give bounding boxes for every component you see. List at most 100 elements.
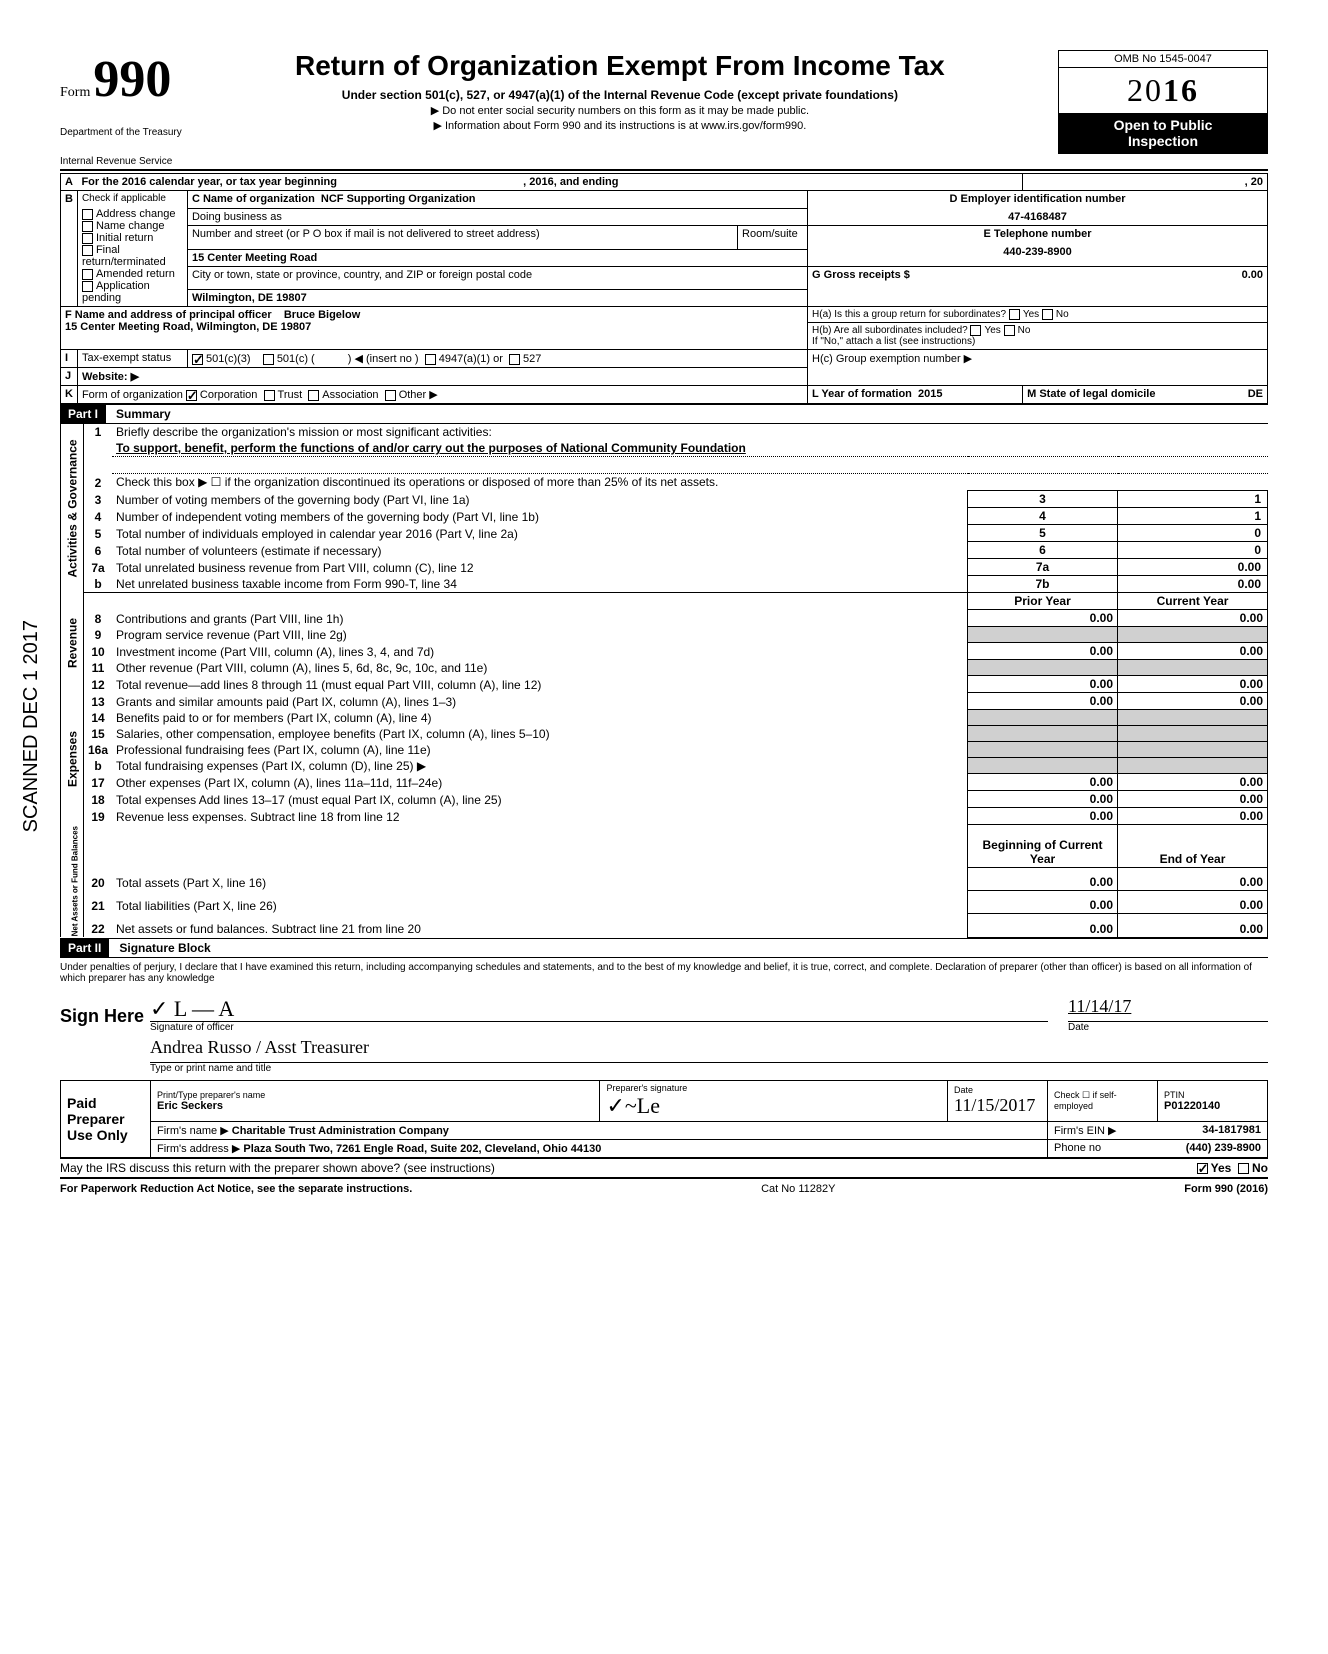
cb-amended[interactable]: Amended return [82, 268, 183, 280]
prior-year-hdr: Prior Year [968, 593, 1118, 610]
line17-py: 0.00 [968, 774, 1118, 791]
cb-501c[interactable] [263, 354, 274, 365]
line12-cy: 0.00 [1118, 676, 1268, 693]
line18-text: Total expenses Add lines 13–17 (must equ… [112, 791, 967, 808]
dept-treasury: Department of the Treasury [60, 127, 182, 138]
hb-no[interactable] [1004, 325, 1015, 336]
cb-assoc[interactable] [308, 390, 319, 401]
line18-num: 18 [84, 791, 113, 808]
ein-value: 47-4168487 [812, 211, 1263, 223]
cb-corp[interactable] [186, 390, 197, 401]
line9-text: Program service revenue (Part VIII, line… [112, 627, 967, 643]
part1-header: Part I Summary [60, 404, 1268, 424]
line3-val: 1 [1118, 491, 1268, 508]
mission-text: To support, benefit, perform the functio… [112, 440, 1267, 457]
org-name: NCF Supporting Organization [321, 193, 476, 205]
year-formation: 2015 [918, 388, 942, 400]
line10-py: 0.00 [968, 643, 1118, 660]
line7b-box: 7b [968, 576, 1118, 593]
hb-no-lbl: No [1018, 325, 1031, 336]
sig-caption: Signature of officer [150, 1022, 1048, 1033]
cb-4947[interactable] [425, 354, 436, 365]
dept-irs: Internal Revenue Service [60, 156, 182, 167]
line12-num: 12 [84, 676, 113, 693]
lbl-address-change: Address change [96, 208, 176, 220]
501c-lbl: 501(c) ( [277, 353, 315, 365]
cb-other[interactable] [385, 390, 396, 401]
line13-text: Grants and similar amounts paid (Part IX… [112, 693, 967, 710]
g-label: G Gross receipts $ [812, 269, 910, 281]
e-label: E Telephone number [812, 228, 1263, 240]
line19-cy: 0.00 [1118, 808, 1268, 825]
k-label: Form of organization [82, 389, 183, 401]
line7b-val: 0.00 [1118, 576, 1268, 593]
line20-cy: 0.00 [1118, 867, 1268, 890]
line4-box: 4 [968, 508, 1118, 525]
self-employed-check[interactable]: Check ☐ if self-employed [1048, 1080, 1158, 1121]
line5-val: 0 [1118, 525, 1268, 542]
cb-final-return[interactable]: Final return/terminated [82, 244, 183, 268]
firm-name-lbl: Firm's name ▶ [157, 1125, 229, 1137]
line7b-text: Net unrelated business taxable income fr… [112, 576, 967, 593]
line5-num: 5 [84, 525, 113, 542]
line11-text: Other revenue (Part VIII, column (A), li… [112, 660, 967, 676]
line16a-num: 16a [84, 742, 113, 758]
part2-label: Part II [60, 939, 109, 957]
rowA-left: For the 2016 calendar year, or tax year … [81, 176, 337, 188]
line4-val: 1 [1118, 508, 1268, 525]
line9-num: 9 [84, 627, 113, 643]
trust-lbl: Trust [278, 389, 303, 401]
rowA-right: , 20 [1245, 176, 1263, 188]
line8-num: 8 [84, 610, 113, 627]
info-link: ▶ Information about Form 990 and its ins… [202, 119, 1038, 132]
line19-py: 0.00 [968, 808, 1118, 825]
line4-num: 4 [84, 508, 113, 525]
cb-501c3[interactable] [192, 354, 203, 365]
sidebar-net-assets: Net Assets or Fund Balances [61, 825, 84, 937]
officer-signature: ✓ L — A [150, 996, 234, 1021]
perjury-text: Under penalties of perjury, I declare th… [60, 958, 1268, 988]
line22-cy: 0.00 [1118, 914, 1268, 937]
line3-text: Number of voting members of the governin… [112, 491, 967, 508]
ha-yes[interactable] [1009, 309, 1020, 320]
line10-cy: 0.00 [1118, 643, 1268, 660]
line16b-num: b [84, 758, 113, 774]
form-footer: Form 990 (2016) [1184, 1183, 1268, 1195]
line14-py [968, 710, 1118, 726]
line7a-text: Total unrelated business revenue from Pa… [112, 559, 967, 576]
cb-name-change[interactable]: Name change [82, 220, 183, 232]
street-address: 15 Center Meeting Road [192, 252, 317, 264]
line9-cy [1118, 627, 1268, 643]
line3-box: 3 [968, 491, 1118, 508]
date-caption: Date [1068, 1022, 1268, 1033]
ha-no[interactable] [1042, 309, 1053, 320]
cb-app-pending[interactable]: Application pending [82, 280, 183, 304]
preparer-signature: ✓~Le [606, 1093, 660, 1118]
discuss-no[interactable] [1238, 1163, 1249, 1174]
other-lbl: Other ▶ [399, 389, 438, 401]
line22-py: 0.00 [968, 914, 1118, 937]
cb-527[interactable] [509, 354, 520, 365]
signature-area: Sign Here ✓ L — A Signature of officer 1… [60, 996, 1268, 1074]
line16b-py [968, 758, 1118, 774]
cb-address-change[interactable]: Address change [82, 208, 183, 220]
officer-name: Bruce Bigelow [284, 309, 360, 321]
cb-trust[interactable] [264, 390, 275, 401]
line8-text: Contributions and grants (Part VIII, lin… [112, 610, 967, 627]
name-caption: Type or print name and title [150, 1063, 1268, 1074]
firm-addr-lbl: Firm's address ▶ [157, 1143, 240, 1155]
cat-no: Cat No 11282Y [761, 1183, 835, 1195]
corp-lbl: Corporation [200, 389, 257, 401]
line16a-text: Professional fundraising fees (Part IX, … [112, 742, 967, 758]
line16a-py [968, 742, 1118, 758]
discuss-yes[interactable] [1197, 1163, 1208, 1174]
hb-yes[interactable] [970, 325, 981, 336]
line7a-val: 0.00 [1118, 559, 1268, 576]
assoc-lbl: Association [322, 389, 378, 401]
line7a-num: 7a [84, 559, 113, 576]
cb-initial-return[interactable]: Initial return [82, 232, 183, 244]
f-label: F Name and address of principal officer [65, 309, 272, 321]
prep-name-hdr: Print/Type preparer's name [157, 1090, 593, 1100]
line5-box: 5 [968, 525, 1118, 542]
part2-header: Part II Signature Block [60, 938, 1268, 958]
